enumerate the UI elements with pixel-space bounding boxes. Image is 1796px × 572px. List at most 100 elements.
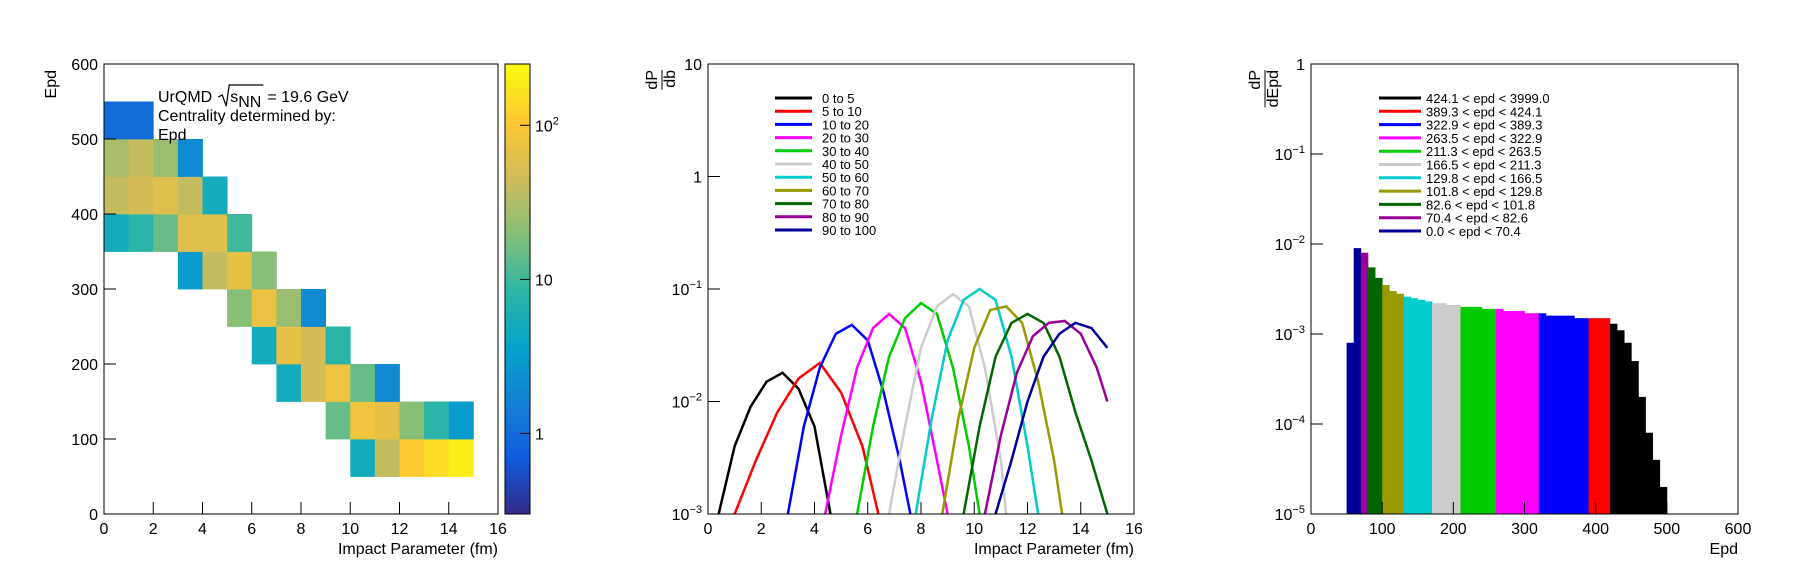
colorbar-slice <box>505 461 530 470</box>
y-tick-label: 10−1 <box>1275 144 1305 164</box>
colorbar-slice <box>505 206 530 215</box>
y-tick-label: 10−3 <box>672 504 702 524</box>
series-line <box>962 312 1109 515</box>
heat-cell <box>104 101 130 140</box>
heat-cell <box>251 251 277 290</box>
y-tick-label: 10−1 <box>672 279 702 299</box>
colorbar-slice <box>505 64 530 72</box>
series-line <box>994 321 1109 515</box>
colorbar-slice <box>505 499 530 507</box>
heat-cell <box>104 139 130 177</box>
y-label-numerator: dP <box>1247 70 1264 90</box>
y-tick-label-exp: −3 <box>1292 324 1305 336</box>
heat-cell <box>325 401 351 440</box>
hist-bar <box>1467 306 1476 514</box>
y-tick-label: 200 <box>71 357 98 374</box>
x-tick-label: 100 <box>1369 521 1396 538</box>
heat-cell <box>374 401 400 440</box>
y-tick-label: 400 <box>71 207 98 224</box>
colorbar-slice <box>505 221 530 230</box>
legend-label: 389.3 < epd < 424.1 <box>1426 104 1542 119</box>
z-tick-label: 1 <box>535 426 544 443</box>
hist-bar <box>1360 252 1369 514</box>
x-axis-label: Epd <box>1710 541 1738 558</box>
hist-bar <box>1503 311 1511 514</box>
legend-label: 263.5 < epd < 322.9 <box>1426 131 1542 146</box>
colorbar-slice <box>505 184 530 192</box>
colorbar-slice <box>505 379 530 387</box>
legend-label: 211.3 < epd < 263.5 <box>1426 144 1541 159</box>
heat-cell <box>202 214 228 252</box>
x-tick-label: 14 <box>440 521 458 538</box>
x-tick-label: 10 <box>341 521 359 538</box>
heat-cell <box>202 176 228 215</box>
hist-bar <box>1382 285 1390 514</box>
heat-cell <box>399 439 425 477</box>
y-tick-label: 1 <box>1296 57 1305 74</box>
y-axis-label: dP db <box>644 70 679 90</box>
x-tick-label: 2 <box>149 521 158 538</box>
colorbar-slice <box>505 139 530 147</box>
colorbar-slice <box>505 154 530 162</box>
heat-cell <box>177 214 203 252</box>
hist-bar <box>1617 330 1625 514</box>
y-label-numerator: dP <box>644 70 661 90</box>
legend-label: 0.0 < epd < 70.4 <box>1426 224 1521 239</box>
colorbar-slice <box>505 101 530 110</box>
hist-bar <box>1439 303 1447 514</box>
z-tick-label-base: 10 <box>535 118 553 135</box>
heat-cell <box>301 289 327 327</box>
y-tick-label-base: 10 <box>672 282 690 299</box>
heat-cell <box>177 176 203 215</box>
colorbar-slice <box>505 229 530 237</box>
colorbar-slice <box>505 289 530 297</box>
y-tick-label-base: 10 <box>1275 327 1293 344</box>
annotation: Centrality determined by: <box>158 108 336 125</box>
heat-cell <box>350 401 376 440</box>
heat-cell <box>424 401 450 440</box>
y-tick-label-exp: −5 <box>1292 504 1305 516</box>
colorbar-slice <box>505 311 530 320</box>
series-line <box>887 292 1008 515</box>
hist-bar <box>1595 318 1604 514</box>
y-axis-label: Epd <box>43 70 60 98</box>
x-tick-label: 10 <box>965 521 983 538</box>
y-tick-label: 0 <box>89 507 98 524</box>
legend-label: 101.8 < epd < 129.8 <box>1426 184 1542 199</box>
x-tick-label: 300 <box>1511 521 1538 538</box>
hist-bar <box>1517 311 1525 514</box>
colorbar-slice <box>505 131 530 140</box>
heat-cell <box>153 176 179 215</box>
hist-bar <box>1631 361 1639 514</box>
annotation: = 19.6 GeV <box>267 89 349 106</box>
legend-label: 30 to 40 <box>822 144 869 159</box>
heat-cell <box>325 364 351 402</box>
x-tick-label: 16 <box>1125 521 1143 538</box>
legend-label: 322.9 < epd < 389.3 <box>1426 118 1542 133</box>
heat-cell <box>251 289 277 327</box>
colorbar-slice <box>505 386 530 395</box>
colorbar-slice <box>505 251 530 260</box>
heat-cell <box>325 326 351 365</box>
colorbar-slice <box>505 356 530 365</box>
hist-bar <box>1410 298 1419 514</box>
y-label-denominator: db <box>662 70 679 88</box>
x-tick-label: 14 <box>1072 521 1090 538</box>
heat-cell <box>104 176 130 215</box>
heat-cell <box>227 289 253 327</box>
annotation: NN <box>238 94 261 111</box>
hist-bar <box>1389 291 1397 514</box>
legend-label: 70.4 < epd < 82.6 <box>1426 211 1528 226</box>
heat-cell <box>153 214 179 252</box>
y-tick-label: 10−2 <box>672 392 702 412</box>
heat-cell <box>276 289 302 327</box>
colorbar-slice <box>505 86 530 95</box>
x-axis-label: Impact Parameter (fm) <box>338 541 498 558</box>
heat-cell <box>276 326 302 365</box>
frame <box>103 63 499 515</box>
colorbar-slice <box>505 319 530 327</box>
colorbar-slice <box>505 394 530 402</box>
y-tick-label-base: 10 <box>1275 417 1293 434</box>
colorbar-slice <box>505 439 530 447</box>
x-tick-label: 200 <box>1440 521 1467 538</box>
